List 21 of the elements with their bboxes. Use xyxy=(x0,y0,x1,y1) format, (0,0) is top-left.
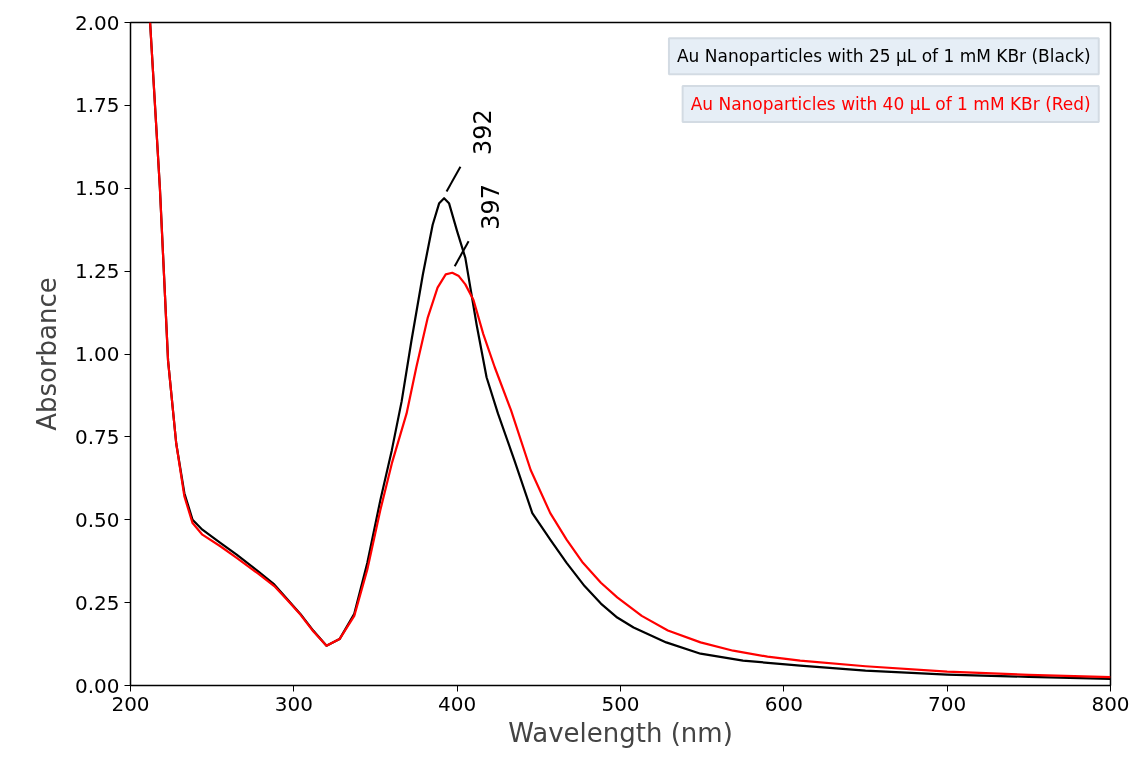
annotation: 392 xyxy=(468,109,497,156)
x-tick-label: 800 xyxy=(1091,691,1130,716)
y-tick-label: 0.25 xyxy=(74,590,120,615)
y-tick-label: 1.75 xyxy=(74,93,120,118)
x-tick-label: 500 xyxy=(601,691,640,716)
y-tick-label: 2.00 xyxy=(74,10,120,35)
y-tick-label: 1.25 xyxy=(74,259,120,284)
y-tick-label: 1.50 xyxy=(74,176,120,201)
annotation: 397 xyxy=(476,183,505,230)
text: Au Nanoparticles with 40 µL of 1 mM KBr (Red) xyxy=(690,94,1091,115)
x-tick-label: 300 xyxy=(274,691,313,716)
y-tick-label: 1.00 xyxy=(74,342,120,366)
x-tick-label: 600 xyxy=(764,691,803,716)
y-tick-label: 0.00 xyxy=(74,673,120,698)
x-tick-label: 400 xyxy=(438,691,477,716)
y-tick-label: 0.75 xyxy=(74,424,120,449)
x-axis-title: Wavelength (nm) xyxy=(508,717,733,748)
y-tick-label: 0.50 xyxy=(74,507,120,532)
x-tick-label: 700 xyxy=(928,691,967,716)
text: Au Nanoparticles with 25 µL of 1 mM KBr (Black) xyxy=(676,46,1091,67)
y-axis-title: Absorbance xyxy=(31,277,62,431)
